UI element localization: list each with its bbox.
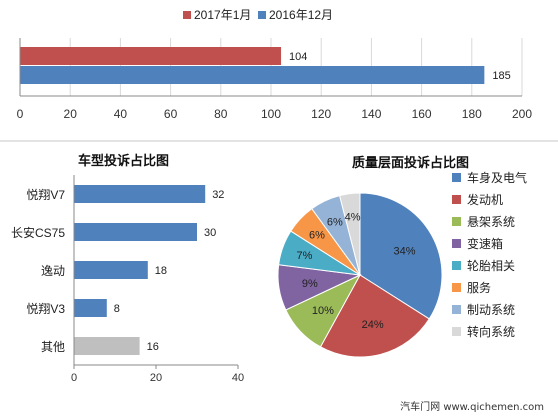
legend-label: 轮胎相关 [467,259,515,273]
x-tick-label: 140 [361,107,381,121]
bars: 104 185 [20,47,511,84]
data-label: 8 [114,303,120,315]
category-label: 悦翔V3 [26,302,65,316]
monthly-comparison-chart: 2017年1月 2016年12月 104 185 0 20 40 60 80 100 120 14… [17,8,533,121]
x-tick-label: 160 [412,107,432,121]
legend-swatch [452,217,461,226]
legend-label: 2017年1月 [194,8,251,22]
quality-complaints-pie: 34%24%10%9%7%6%6% 4% 车身及电气发动机悬架系统变速箱轮胎相关服… [277,170,527,358]
legend-swatch [452,173,461,182]
slice-label: 10% [312,305,334,317]
quality-chart-title: 质量层面投诉占比图 [352,156,470,171]
bars: 32 30 18 8 16 [74,185,224,355]
x-tick-label: 20 [64,107,78,121]
legend-swatch [452,261,461,270]
legend-label: 制动系统 [467,303,515,317]
pie-labels: 34%24%10%9%7%6%6% 4% [296,211,415,331]
legend-swatch [452,195,461,204]
data-label: 185 [492,70,510,82]
x-axis: 0 20 40 60 80 100 120 140 160 180 200 [17,38,532,121]
x-tick-label: 40 [114,107,128,121]
pie-slice [319,274,430,358]
legend-label: 2016年12月 [269,8,333,22]
x-tick-label: 0 [71,372,77,384]
legend-swatch [183,11,191,19]
x-tick-label: 120 [311,107,331,121]
x-tick-label: 40 [232,372,244,384]
models-chart-title: 车型投诉占比图 [78,154,170,169]
slice-label: 9% [302,278,318,290]
data-label: 16 [147,341,159,353]
slice-label: 6% [327,217,343,229]
legend-label: 变速箱 [467,236,503,251]
bar [20,66,485,84]
x-tick-label: 20 [150,372,162,384]
legend-swatch [452,327,461,336]
category-label: 其他 [41,340,65,354]
footer-credit: 汽车门网 www.qichemen.com [400,402,544,413]
legend-label: 服务 [467,280,491,295]
category-label: 长安CS75 [11,225,65,240]
slice-label: 34% [394,246,416,258]
legend-swatch [452,305,461,314]
x-tick-label: 200 [512,107,532,121]
slice-label: 24% [362,319,384,331]
x-tick-label: 60 [164,107,178,121]
bar [74,337,140,355]
category-label: 逸动 [41,264,65,278]
legend: 2017年1月 2016年12月 [183,8,333,22]
bar [74,299,107,317]
x-tick-label: 0 [17,107,24,121]
category-label: 悦翔V7 [26,188,65,202]
pie-slices [277,192,443,358]
legend-swatch [452,239,461,248]
legend-swatch [258,11,266,19]
slice-label: 7% [296,250,312,262]
bar [74,223,197,241]
slice-label: 6% [309,230,325,242]
legend-swatch [452,283,461,292]
pie-slice [339,192,361,276]
x-tick-label: 100 [261,107,281,121]
slice-label: 4% [345,211,361,223]
legend-label: 转向系统 [467,324,515,339]
data-label: 30 [204,227,216,239]
x-tick-label: 80 [214,107,228,121]
data-label: 32 [212,189,224,201]
legend-label: 悬架系统 [467,215,515,229]
x-tick-label: 180 [462,107,482,121]
bar [74,261,148,279]
bar [20,47,282,65]
legend-label: 车身及电气 [467,170,527,185]
data-label: 18 [155,265,167,277]
bar [74,185,206,203]
data-label: 104 [289,51,307,63]
section-divider [0,140,558,142]
legend-label: 发动机 [467,192,503,207]
